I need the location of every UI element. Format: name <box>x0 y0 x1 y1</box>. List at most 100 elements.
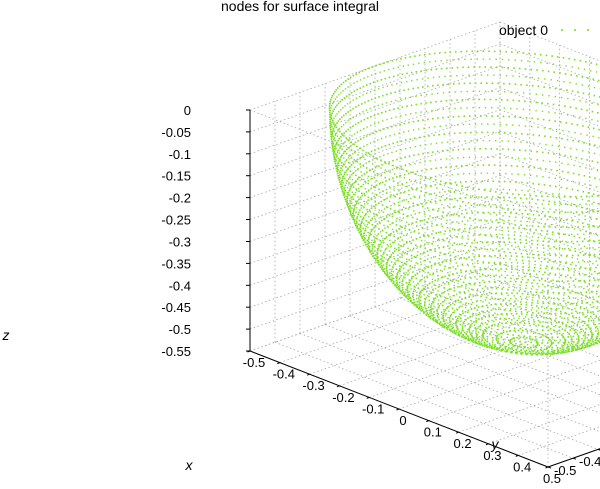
data-point <box>459 132 461 134</box>
data-point <box>448 310 450 312</box>
data-point <box>379 266 382 268</box>
data-point <box>499 123 501 126</box>
data-point <box>587 320 590 322</box>
data-point <box>470 308 473 310</box>
data-point <box>586 134 588 136</box>
data-point <box>339 177 341 179</box>
data-point <box>342 163 345 165</box>
data-point <box>503 132 506 134</box>
data-point <box>420 296 422 298</box>
data-point <box>589 239 591 242</box>
data-point <box>436 224 438 226</box>
data-point <box>471 164 474 167</box>
data-point <box>478 248 481 251</box>
data-point <box>443 308 445 311</box>
data-point <box>586 344 588 347</box>
data-point <box>562 286 565 288</box>
data-point <box>445 174 448 176</box>
data-point <box>472 253 474 255</box>
data-point <box>428 293 430 295</box>
data-point <box>449 321 451 323</box>
data-point <box>579 267 581 270</box>
data-point <box>518 205 521 207</box>
data-point <box>432 317 435 320</box>
data-point <box>481 343 483 345</box>
data-point <box>585 117 587 120</box>
data-point <box>348 210 351 213</box>
data-point <box>419 280 421 283</box>
data-point <box>337 172 339 174</box>
data-point <box>525 309 527 311</box>
data-point <box>589 296 591 299</box>
data-point <box>525 117 528 119</box>
data-point <box>352 196 354 198</box>
data-point <box>536 243 539 246</box>
data-point <box>514 241 516 244</box>
data-point <box>504 345 507 348</box>
data-point <box>336 167 338 169</box>
data-point <box>354 160 357 162</box>
data-point <box>472 107 474 109</box>
data-point <box>535 229 537 231</box>
data-point <box>404 291 407 293</box>
data-point <box>554 260 557 262</box>
data-point <box>393 257 396 260</box>
data-point <box>399 256 401 258</box>
data-point <box>520 83 522 86</box>
data-point <box>541 110 544 112</box>
data-point <box>380 173 382 175</box>
data-point <box>417 303 419 306</box>
data-point <box>464 336 467 338</box>
data-point <box>352 212 355 214</box>
data-point <box>390 117 393 119</box>
data-point <box>410 214 412 216</box>
data-point <box>333 150 336 152</box>
data-point <box>520 313 523 315</box>
data-point <box>411 222 414 224</box>
data-point <box>381 146 383 148</box>
data-point <box>490 346 493 349</box>
data-point <box>358 187 360 190</box>
data-point <box>592 285 594 287</box>
data-point <box>440 166 442 169</box>
data-point <box>399 218 401 221</box>
data-point <box>476 260 479 262</box>
data-point <box>428 126 430 129</box>
data-point <box>462 330 465 332</box>
data-point <box>581 328 583 330</box>
data-point <box>586 296 588 299</box>
data-point <box>405 221 408 223</box>
data-point <box>567 274 569 276</box>
data-point <box>381 255 383 258</box>
data-point <box>534 331 537 334</box>
data-point <box>564 329 566 331</box>
data-point <box>417 204 419 206</box>
data-point <box>459 197 461 199</box>
data-point <box>544 280 547 282</box>
data-point <box>378 188 380 191</box>
data-point <box>386 270 388 272</box>
data-point <box>587 334 590 336</box>
data-point <box>508 219 510 222</box>
data-point <box>579 251 582 254</box>
data-point <box>532 312 534 314</box>
data-point <box>428 316 430 318</box>
data-point <box>561 162 563 164</box>
data-point <box>540 315 543 318</box>
data-point <box>549 184 551 187</box>
data-point <box>368 237 370 239</box>
data-point <box>341 134 344 136</box>
data-point <box>437 315 439 318</box>
data-point <box>447 245 449 247</box>
data-point <box>571 327 573 330</box>
data-point <box>568 325 571 328</box>
data-point <box>554 312 557 315</box>
data-point <box>461 305 463 307</box>
data-point <box>530 341 532 344</box>
data-point <box>507 234 510 236</box>
data-point <box>359 228 362 231</box>
data-point <box>460 301 462 303</box>
data-point <box>494 324 496 326</box>
data-point <box>419 293 421 295</box>
data-point <box>590 232 592 234</box>
